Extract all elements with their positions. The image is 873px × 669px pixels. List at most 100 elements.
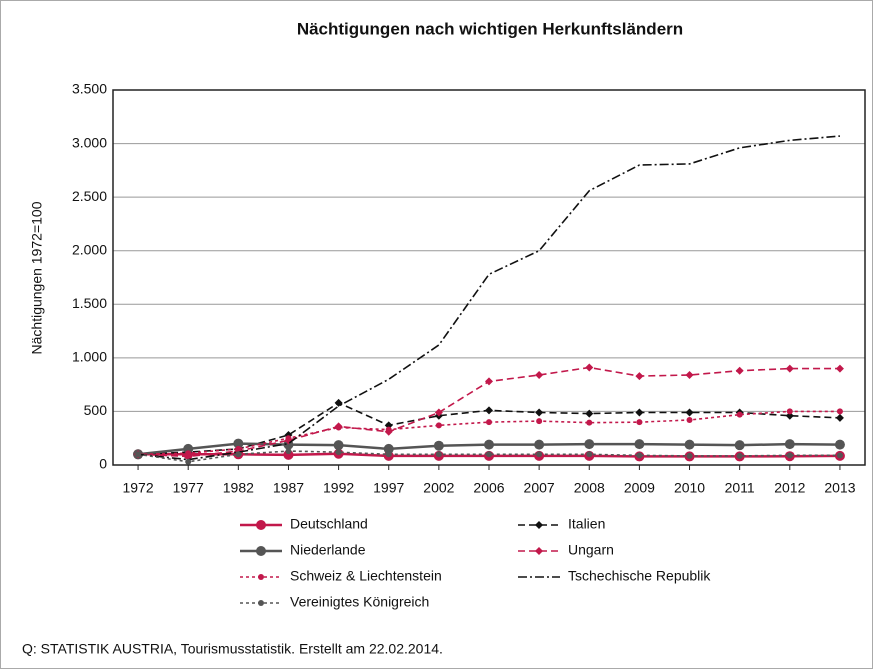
point <box>385 451 392 458</box>
point <box>836 452 843 459</box>
x-tick-label: 2002 <box>423 480 454 496</box>
x-tick-label: 2008 <box>574 480 605 496</box>
legend-label: Schweiz & Liechtenstein <box>290 568 442 584</box>
point <box>686 452 693 459</box>
point <box>585 363 594 372</box>
point <box>786 408 793 415</box>
point <box>135 451 142 458</box>
x-tick-label: 1997 <box>373 480 404 496</box>
x-tick-label: 2010 <box>674 480 705 496</box>
y-tick-label: 1.000 <box>72 349 107 365</box>
point <box>235 445 242 452</box>
point <box>486 451 492 458</box>
x-tick-label: 2007 <box>524 480 555 496</box>
point <box>485 406 493 415</box>
point <box>486 419 492 426</box>
point <box>534 439 545 450</box>
point <box>335 449 342 456</box>
point <box>384 421 393 430</box>
point <box>835 413 844 422</box>
point <box>185 458 192 465</box>
point <box>435 451 442 458</box>
y-tick-label: 1.500 <box>72 295 107 311</box>
point <box>433 440 444 451</box>
legend-marker <box>256 546 266 556</box>
x-tick-label: 2006 <box>473 480 504 496</box>
x-tick-label: 2009 <box>624 480 655 496</box>
point <box>335 424 342 431</box>
chart-title: Nächtigungen nach wichtigen Herkunftslän… <box>297 19 683 38</box>
point <box>736 452 743 459</box>
point <box>485 377 493 386</box>
legend-label: Deutschland <box>290 516 368 532</box>
point <box>635 372 644 381</box>
y-tick-label: 0 <box>99 456 107 472</box>
point <box>183 443 194 454</box>
x-tick-label: 2012 <box>774 480 805 496</box>
y-axis-label: Nächtigungen 1972=100 <box>29 201 45 354</box>
x-tick-label: 1972 <box>122 480 153 496</box>
legend-marker <box>535 547 543 555</box>
legend-label: Tschechische Republik <box>568 568 711 584</box>
y-tick-label: 3.500 <box>72 81 107 97</box>
point <box>785 411 794 420</box>
point <box>235 451 242 458</box>
point <box>784 439 795 450</box>
point <box>835 364 844 373</box>
point <box>383 443 394 454</box>
point <box>385 426 392 433</box>
legend-label: Ungarn <box>568 542 614 558</box>
x-tick-label: 1982 <box>223 480 254 496</box>
point <box>536 418 543 425</box>
source: Q: STATISTIK AUSTRIA, Tourismusstatistik… <box>22 641 443 657</box>
legend-label: Italien <box>568 516 605 532</box>
point <box>233 438 244 449</box>
legend-marker <box>256 520 266 530</box>
point <box>584 439 595 450</box>
x-tick-label: 2013 <box>824 480 855 496</box>
legend-marker <box>258 574 264 580</box>
y-tick-label: 500 <box>84 402 108 418</box>
point <box>734 440 745 451</box>
point <box>834 439 845 450</box>
point <box>285 435 292 442</box>
point <box>785 364 794 373</box>
x-tick-label: 1992 <box>323 480 354 496</box>
point <box>434 408 443 417</box>
point <box>586 451 593 458</box>
point <box>636 419 643 426</box>
point <box>586 419 593 426</box>
point <box>636 452 643 459</box>
y-tick-label: 2.500 <box>72 188 107 204</box>
legend-marker <box>535 521 543 529</box>
point <box>535 408 544 417</box>
point <box>536 451 543 458</box>
point <box>836 408 843 415</box>
point <box>435 422 442 429</box>
y-tick-label: 2.000 <box>72 241 107 257</box>
point <box>635 408 644 417</box>
point <box>736 411 743 418</box>
point <box>333 440 344 451</box>
point <box>285 448 292 455</box>
point <box>685 371 694 379</box>
x-tick-label: 2011 <box>725 480 755 496</box>
x-tick-label: 1977 <box>173 480 204 496</box>
point <box>735 366 744 375</box>
point <box>685 408 694 417</box>
x-tick-label: 1987 <box>273 480 304 496</box>
legend-marker <box>258 600 264 606</box>
point <box>484 439 494 450</box>
legend-label: Vereinigtes Königreich <box>290 594 429 610</box>
point <box>686 417 693 423</box>
point <box>684 439 695 450</box>
point <box>185 450 192 457</box>
point <box>585 409 594 418</box>
point <box>786 452 793 459</box>
point <box>634 439 645 450</box>
legend-label: Niederlande <box>290 542 366 558</box>
point <box>535 371 544 379</box>
y-tick-label: 3.000 <box>72 134 107 150</box>
